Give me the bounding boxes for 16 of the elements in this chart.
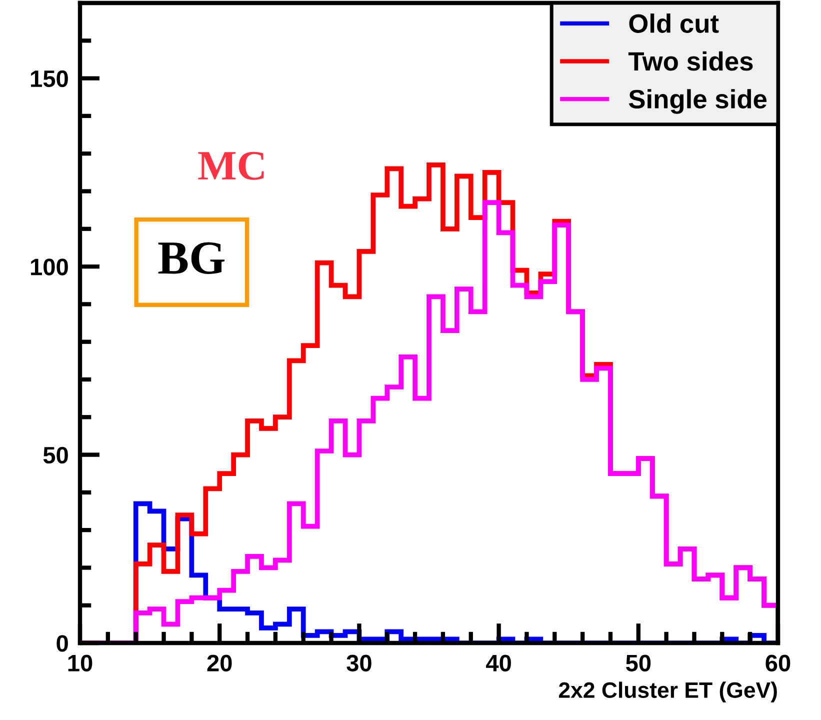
x-tick-label: 30 — [346, 654, 372, 672]
y-tick-label: 100 — [30, 258, 68, 276]
x-tick-label: 50 — [626, 654, 651, 672]
y-tick-label: 0 — [56, 635, 68, 652]
annotation: MC — [198, 152, 264, 180]
legend-label: Old cut — [629, 14, 719, 33]
x-tick-label: 10 — [68, 654, 92, 672]
x-tick-label: 20 — [207, 654, 232, 672]
x-axis-title: 2x2 Cluster ET (GeV) — [558, 682, 777, 702]
x-tick-label: 40 — [486, 654, 511, 672]
y-tick-label: 150 — [30, 70, 68, 88]
legend-label: Two sides — [628, 51, 753, 71]
legend-label: Single side — [628, 89, 767, 114]
x-tick-label: 60 — [766, 654, 790, 672]
annotation: BG — [158, 242, 224, 274]
y-tick-label: 50 — [43, 446, 68, 464]
